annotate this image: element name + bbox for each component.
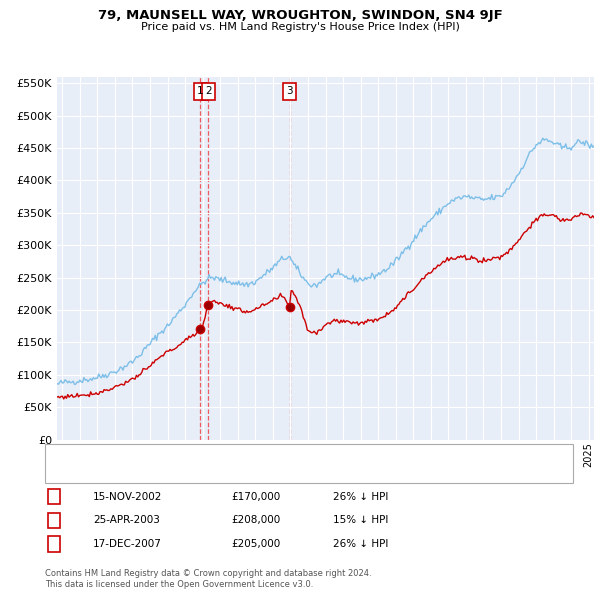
Text: HPI: Average price, detached house, Swindon: HPI: Average price, detached house, Swin… — [84, 467, 300, 476]
Text: 2: 2 — [50, 516, 58, 525]
Text: £205,000: £205,000 — [231, 539, 280, 549]
Text: £208,000: £208,000 — [231, 516, 280, 525]
Text: ——: —— — [54, 448, 79, 461]
Text: 15-NOV-2002: 15-NOV-2002 — [93, 492, 163, 502]
Text: 25-APR-2003: 25-APR-2003 — [93, 516, 160, 525]
Text: 1: 1 — [50, 492, 58, 502]
Text: 15% ↓ HPI: 15% ↓ HPI — [333, 516, 388, 525]
Text: 26% ↓ HPI: 26% ↓ HPI — [333, 492, 388, 502]
Text: £170,000: £170,000 — [231, 492, 280, 502]
Text: 17-DEC-2007: 17-DEC-2007 — [93, 539, 162, 549]
Text: Price paid vs. HM Land Registry's House Price Index (HPI): Price paid vs. HM Land Registry's House … — [140, 22, 460, 32]
Text: 79, MAUNSELL WAY, WROUGHTON, SWINDON, SN4 9JF (detached house): 79, MAUNSELL WAY, WROUGHTON, SWINDON, SN… — [84, 451, 429, 460]
Text: 26% ↓ HPI: 26% ↓ HPI — [333, 539, 388, 549]
Text: 2: 2 — [205, 87, 212, 96]
Text: 3: 3 — [50, 539, 58, 549]
Text: 1: 1 — [197, 87, 204, 96]
Text: Contains HM Land Registry data © Crown copyright and database right 2024.
This d: Contains HM Land Registry data © Crown c… — [45, 569, 371, 589]
Text: 79, MAUNSELL WAY, WROUGHTON, SWINDON, SN4 9JF: 79, MAUNSELL WAY, WROUGHTON, SWINDON, SN… — [98, 9, 502, 22]
Text: ——: —— — [54, 466, 79, 478]
Text: 3: 3 — [286, 87, 293, 96]
